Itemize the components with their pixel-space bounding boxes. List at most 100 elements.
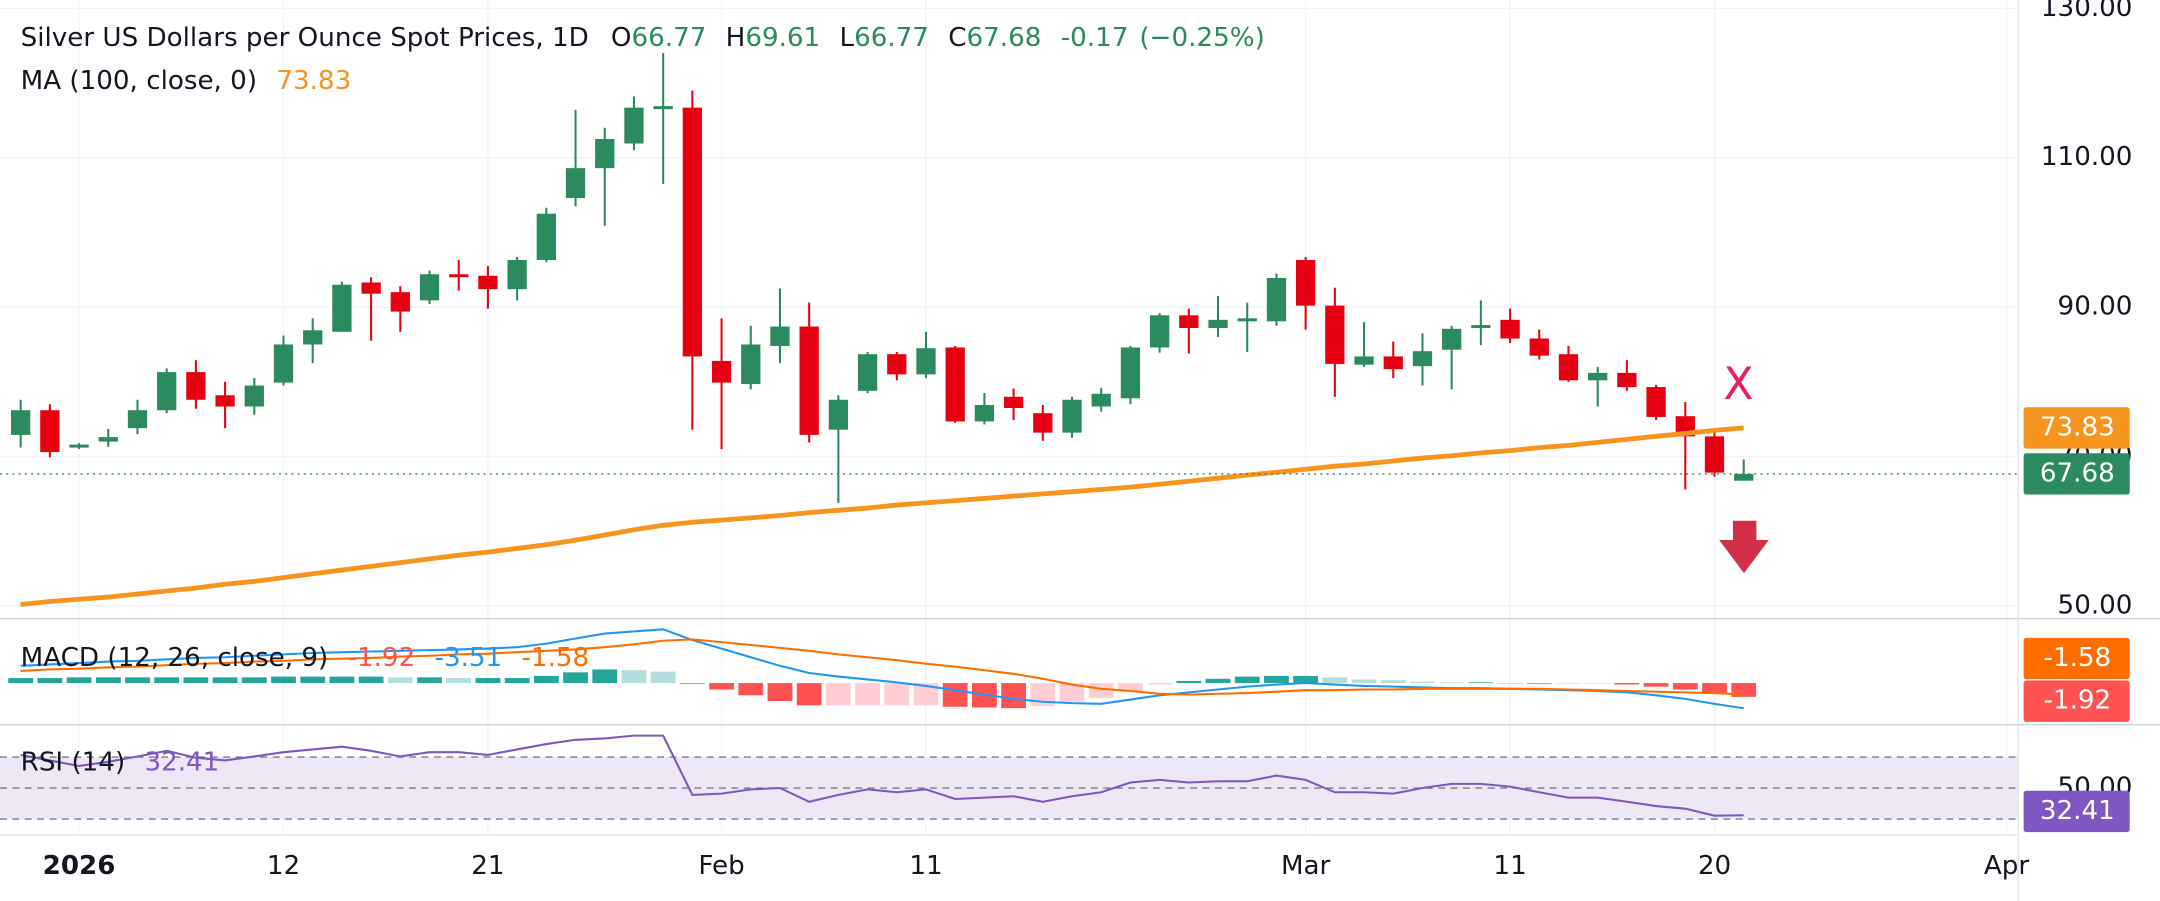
y-tick-label: 50.00 [2058, 590, 2133, 620]
candle-body [1033, 413, 1053, 433]
histogram-bar [1497, 683, 1523, 684]
candle-body [1617, 372, 1637, 388]
histogram-bar [1672, 683, 1698, 690]
ohlc-value: 66.77 [854, 23, 929, 53]
legend-value: -1.92 [348, 643, 416, 673]
legend-name: MA (100, close, 0) [21, 66, 257, 96]
candle-body [682, 107, 702, 357]
candle-body [273, 344, 294, 383]
candle-body [1179, 315, 1199, 329]
legend-layer: Silver US Dollars per Ounce Spot Prices,… [21, 23, 1265, 778]
price-badge [2023, 407, 2130, 449]
price-badge [2023, 453, 2130, 495]
x-tick-label: Feb [698, 851, 744, 881]
candle-body [449, 274, 469, 278]
candle-body [244, 385, 264, 407]
histogram-bar [212, 677, 238, 684]
histogram-bar [417, 677, 442, 684]
histogram-bar [1088, 683, 1114, 699]
candle-body [536, 213, 556, 261]
candle-body [1266, 277, 1287, 322]
histogram-bar [709, 683, 734, 690]
candle-body [303, 330, 323, 345]
legend-value: -1.58 [521, 643, 589, 673]
ohlc-label: L [839, 23, 854, 53]
histogram-bar [1614, 683, 1640, 685]
candle-body [1062, 399, 1082, 433]
candle-body [828, 399, 849, 430]
ohlc-label: H [726, 23, 746, 53]
candle-body [1558, 354, 1579, 381]
change-percent: (−0.25%) [1139, 23, 1264, 53]
candle-body [741, 344, 761, 385]
candle-body [361, 282, 381, 294]
histogram-bar [621, 670, 647, 684]
candle-body [157, 372, 177, 411]
histogram-bar [1351, 679, 1377, 684]
histogram-bar [1059, 683, 1085, 702]
candle-body [1471, 325, 1491, 329]
histogram-bar [1118, 683, 1143, 692]
candle-body [1734, 473, 1754, 481]
candle-body [11, 410, 31, 435]
candle-body [390, 292, 410, 312]
candle-body [1354, 356, 1374, 365]
legend-value: 32.41 [144, 748, 219, 778]
x-tick-label: 11 [909, 851, 942, 881]
price-badge-label: 67.68 [2040, 458, 2115, 488]
histogram-bar [1439, 682, 1465, 684]
x-tick-label: Apr [1984, 851, 2029, 881]
candle-body [1383, 356, 1403, 370]
histogram-bar [1643, 683, 1669, 687]
price-badge [2023, 637, 2130, 680]
y-tick-label: 110.00 [2041, 142, 2133, 172]
histogram-bar [66, 677, 92, 684]
candle-body [478, 275, 498, 290]
candle-body [1442, 328, 1462, 350]
change-value: -0.17 [1061, 23, 1129, 53]
candle-body [1091, 393, 1111, 407]
histogram-bar [241, 677, 267, 684]
ohlc-value: 66.77 [631, 23, 706, 53]
candle-body [857, 354, 878, 391]
candle-body [565, 168, 586, 199]
x-tick-label: 11 [1493, 851, 1526, 881]
legend-name: RSI (14) [21, 748, 126, 778]
histogram-bar [387, 677, 413, 684]
histogram-bar [1147, 683, 1173, 685]
x-tick-label: 12 [267, 851, 300, 881]
histogram-bar [1322, 677, 1348, 684]
histogram-bar [8, 678, 34, 684]
down-arrow [1719, 520, 1769, 574]
histogram-bar [825, 683, 851, 706]
histogram-bar [1293, 675, 1319, 684]
histogram-bar [1410, 681, 1435, 684]
histogram-bar [650, 671, 676, 684]
histogram-bar [154, 677, 180, 684]
candle-body [711, 360, 732, 383]
histogram-bar [271, 676, 296, 684]
price-badge-label: 73.83 [2040, 412, 2115, 442]
histogram-bar [183, 677, 209, 684]
candle-body [1237, 318, 1257, 322]
price-badge-label: 32.41 [2040, 796, 2115, 826]
candle-body [887, 354, 907, 375]
histogram-bar [738, 683, 764, 696]
bands-layer [0, 756, 2019, 820]
candle-body [98, 437, 118, 442]
histogram-bar [563, 672, 588, 684]
macd-line [20, 638, 1744, 696]
candle-body [507, 260, 527, 290]
x-tick-label: 2026 [43, 851, 116, 881]
ohlc-label: C [948, 23, 966, 53]
candle-body [1412, 351, 1433, 367]
legend-value: -3.51 [435, 643, 503, 673]
candle-body [69, 444, 89, 448]
histogram-bar [1264, 675, 1289, 684]
candle-body [1529, 338, 1549, 356]
candle-body [40, 410, 60, 453]
price-badge-label: -1.58 [2044, 643, 2112, 673]
histogram-bar [95, 677, 121, 684]
